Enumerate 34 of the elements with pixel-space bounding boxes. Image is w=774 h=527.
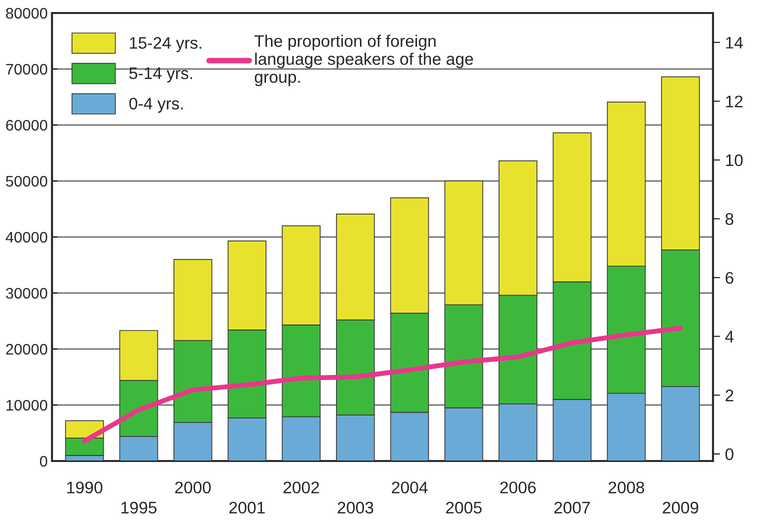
y-tick-label: 50000 xyxy=(6,176,48,187)
line-series xyxy=(82,326,683,444)
y2-tick-label: 10 xyxy=(726,154,743,166)
y2-tick-label: 14 xyxy=(726,36,743,48)
y-tick-label: 20000 xyxy=(6,344,48,355)
y2-tick-label: 2 xyxy=(726,390,734,402)
y-tick-label: 80000 xyxy=(6,8,48,19)
legend-label: 0-4 yrs. xyxy=(129,98,183,113)
y-tick-label: 60000 xyxy=(6,120,48,131)
legend-label: The proportion of foreign language speakers of the age group. xyxy=(254,34,473,86)
legend-label: 15-24 yrs. xyxy=(130,37,202,52)
x-tick-label: 2009 xyxy=(662,502,698,514)
x-tick-label: 1995 xyxy=(121,502,157,514)
y2-tick-label: 12 xyxy=(726,96,743,108)
x-tick-label: 2008 xyxy=(608,482,644,494)
x-tick-label: 2004 xyxy=(392,482,428,494)
x-tick-label: 2007 xyxy=(554,502,590,514)
y2-tick-label: 8 xyxy=(726,213,734,225)
y2-tick-label: 6 xyxy=(726,272,734,284)
x-tick-label: 2002 xyxy=(284,482,319,494)
x-tick-label: 1990 xyxy=(67,482,102,494)
y2-tick-label: 4 xyxy=(725,330,734,342)
y-tick-label: 0 xyxy=(40,456,48,467)
x-tick-label: 2000 xyxy=(175,482,211,494)
y2-tick-label: 0 xyxy=(725,448,734,460)
y-tick-label: 70000 xyxy=(6,64,48,75)
y-tick-label: 10000 xyxy=(6,400,48,411)
y-tick-label: 30000 xyxy=(6,288,48,299)
y-tick-label: 40000 xyxy=(6,232,48,243)
x-tick-label: 2006 xyxy=(500,482,536,494)
x-tick-label: 2005 xyxy=(446,502,482,514)
x-tick-label: 2003 xyxy=(338,502,374,514)
x-tick-label: 2001 xyxy=(229,502,265,514)
legend-label: 5-14 yrs. xyxy=(129,68,192,82)
